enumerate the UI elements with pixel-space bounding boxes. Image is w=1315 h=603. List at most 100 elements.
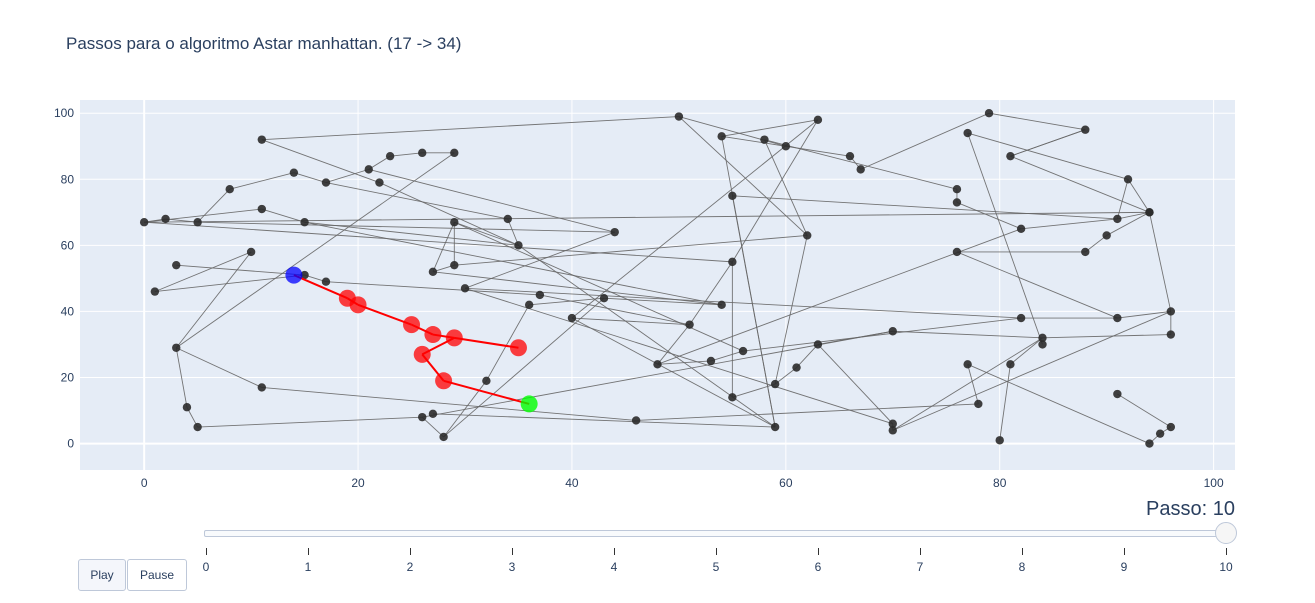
visited-node — [424, 326, 442, 344]
graph-node — [610, 227, 619, 237]
slider-step-label[interactable]: 1 — [304, 560, 312, 574]
y-tick-label: 60 — [61, 238, 75, 252]
graph-node — [888, 327, 897, 336]
graph-node — [770, 422, 780, 432]
graph-edge — [988, 112, 1086, 131]
graph-node — [439, 432, 448, 442]
graph-edge — [443, 297, 605, 438]
graph-node — [172, 343, 181, 352]
graph-edge — [657, 324, 690, 365]
slider-step-label[interactable]: 10 — [1219, 560, 1233, 574]
slider-step-label[interactable]: 0 — [202, 560, 210, 574]
graph-edge — [721, 119, 818, 137]
graph-edge — [507, 218, 519, 246]
visited-node — [435, 372, 453, 390]
step-slider-handle[interactable] — [1215, 522, 1237, 544]
graph-edge — [154, 274, 305, 293]
slider-step-label[interactable]: 9 — [1120, 560, 1128, 574]
start-node — [285, 266, 303, 284]
play-button[interactable]: Play — [78, 559, 126, 591]
graph-edge — [529, 297, 605, 306]
graph-node — [225, 184, 234, 194]
graph-node — [1145, 208, 1154, 217]
slider-tick — [716, 548, 717, 555]
graph-edge — [774, 367, 797, 385]
graph-node — [246, 247, 256, 257]
slider-tick — [1022, 548, 1023, 555]
graph-node — [803, 231, 812, 240]
graph-node — [503, 214, 512, 224]
graph-node — [1038, 333, 1047, 343]
graph-node — [375, 178, 384, 187]
graph-node — [599, 294, 609, 303]
graph-node — [1155, 429, 1165, 438]
graph-node — [1102, 231, 1111, 240]
slider-step-label[interactable]: 5 — [712, 560, 720, 574]
graph-node — [1006, 151, 1015, 161]
graph-node — [653, 360, 662, 369]
slider-step-label[interactable]: 4 — [610, 560, 618, 574]
graph-edge — [379, 182, 519, 246]
graph-edge — [1042, 334, 1171, 339]
graph-node — [952, 198, 962, 207]
graph-edge — [571, 317, 690, 326]
graph-node — [257, 383, 267, 392]
graph-node — [1145, 439, 1154, 448]
x-tick-label: 100 — [1204, 476, 1224, 490]
graph-node — [460, 284, 470, 293]
path-edge — [443, 379, 530, 405]
graph-edge — [721, 135, 786, 147]
graph-node — [1016, 313, 1026, 323]
graph-node — [300, 270, 309, 280]
graph-node — [952, 184, 962, 194]
graph-edge — [175, 347, 188, 408]
graph-edge — [197, 221, 615, 233]
graph-node — [450, 148, 459, 158]
graph-node — [1166, 307, 1176, 316]
x-tick-label: 60 — [779, 476, 793, 490]
graph-node — [257, 135, 267, 144]
y-tick-label: 0 — [67, 437, 74, 451]
graph-edge — [454, 234, 808, 266]
graph-edge — [1021, 218, 1118, 230]
slider-step-label[interactable]: 6 — [814, 560, 822, 574]
graph-edge — [1117, 211, 1150, 220]
graph-node — [1123, 175, 1133, 184]
graph-node — [482, 376, 491, 386]
graph-edge — [678, 116, 808, 236]
graph-edge — [464, 287, 1022, 319]
graph-node — [685, 320, 694, 329]
graph-node — [728, 191, 737, 201]
graph-edge — [1117, 310, 1171, 319]
graph-node — [524, 300, 534, 310]
graph-node — [995, 436, 1004, 445]
x-tick-label: 20 — [351, 476, 365, 490]
graph-edge — [604, 297, 722, 306]
graph-node — [760, 135, 769, 144]
graph-node — [717, 132, 726, 141]
graph-node — [182, 403, 192, 412]
slider-step-label[interactable]: 7 — [916, 560, 924, 574]
graph-node — [428, 267, 438, 276]
visited-node — [403, 316, 421, 334]
graph-node — [888, 426, 897, 435]
chart-title: Passos para o algoritmo Astar manhattan.… — [66, 34, 462, 53]
graph-edge — [432, 222, 455, 272]
x-tick-label: 0 — [141, 476, 148, 490]
graph-edge — [261, 386, 637, 421]
graph-node — [289, 168, 299, 177]
slider-step-label[interactable]: 3 — [508, 560, 516, 574]
graph-node — [193, 218, 202, 227]
y-tick-label: 80 — [61, 172, 75, 186]
slider-step-label[interactable]: 2 — [406, 560, 414, 574]
graph-edge — [229, 172, 295, 190]
graph-edge — [176, 347, 262, 388]
goal-node — [520, 395, 538, 413]
pause-button[interactable]: Pause — [127, 559, 187, 591]
graph-edge — [304, 221, 519, 246]
step-slider-rail[interactable] — [204, 530, 1228, 537]
graph-edge — [390, 152, 423, 157]
y-tick-label: 40 — [61, 304, 75, 318]
slider-step-label[interactable]: 8 — [1018, 560, 1026, 574]
graph-node — [781, 142, 791, 151]
